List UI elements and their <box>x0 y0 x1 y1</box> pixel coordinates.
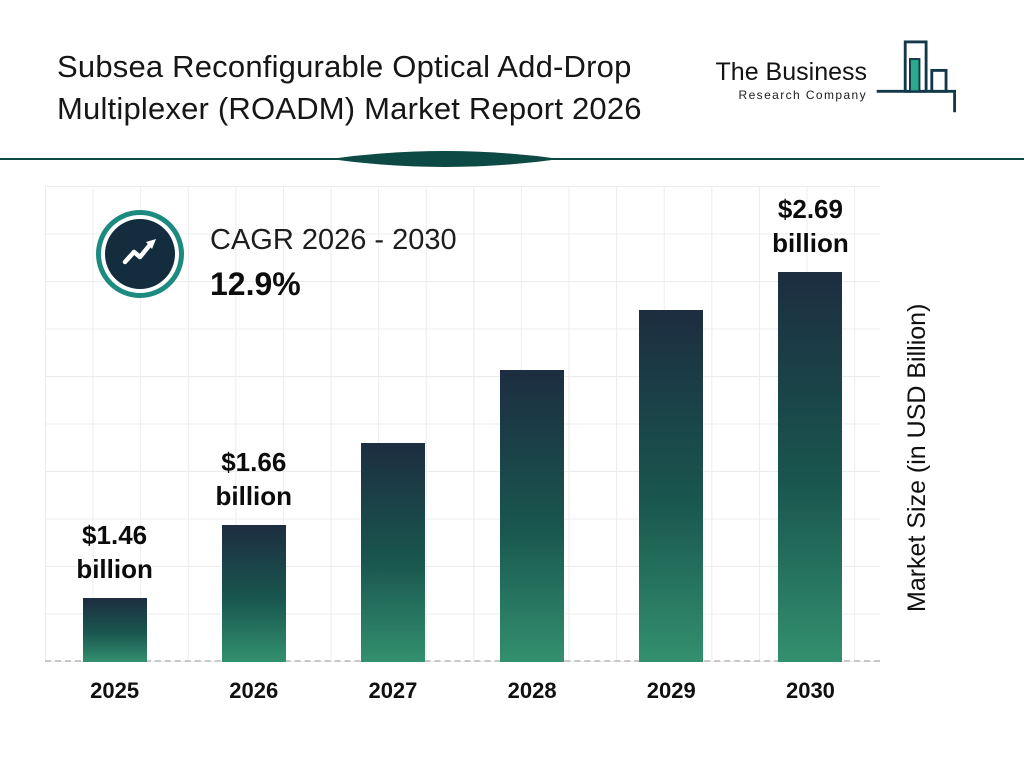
cagr-badge <box>96 210 184 298</box>
bar-2028 <box>500 370 565 662</box>
company-subtitle: Research Company <box>738 87 867 102</box>
chart-baseline-dashed <box>45 660 880 662</box>
bar-2029 <box>639 310 704 662</box>
bar-2026 <box>221 525 286 662</box>
trend-up-arrow-icon <box>118 234 162 275</box>
x-tick-2030: 2030 <box>785 678 835 703</box>
bar-value-label: $1.46 billion <box>76 520 153 584</box>
bar-2025 <box>82 598 147 662</box>
company-logo: The Business Research Company <box>716 38 966 123</box>
bar-slot <box>463 186 602 662</box>
x-tick-2027: 2027 <box>368 678 418 703</box>
x-axis: 2025 2026 2027 2028 2029 2030 <box>45 678 880 704</box>
x-tick-2025: 2025 <box>90 678 140 703</box>
company-name: The Business <box>715 58 867 87</box>
page-title: Subsea Reconfigurable Optical Add-Drop M… <box>57 46 642 130</box>
bar-slot <box>323 186 462 662</box>
bar-slot: $1.46 billion <box>45 186 184 662</box>
page-title-line1: Subsea Reconfigurable Optical Add-Drop <box>57 49 632 84</box>
chart-plot-area <box>45 186 880 662</box>
cagr-badge-circle <box>105 219 175 289</box>
company-logo-text: The Business Research Company <box>716 59 867 102</box>
bar-2030 <box>778 272 843 662</box>
x-tick-2026: 2026 <box>229 678 279 703</box>
x-tick-2028: 2028 <box>507 678 557 703</box>
cagr-label: CAGR 2026 - 2030 <box>210 224 457 256</box>
bars-row: $1.46 billion $1.66 billion $2.69 billion <box>45 186 880 662</box>
logo-bar-chart-icon <box>871 38 966 123</box>
bar-slot: $2.69 billion <box>741 186 880 662</box>
bar-2027 <box>360 443 425 662</box>
cagr-value: 12.9% <box>210 266 301 302</box>
page-title-line2: Multiplexer (ROADM) Market Report 2026 <box>57 90 642 126</box>
x-tick-2029: 2029 <box>646 678 696 703</box>
bar-value-label: $1.66 billion <box>215 447 293 511</box>
bar-slot: $1.66 billion <box>184 186 323 662</box>
bar-slot <box>602 186 741 662</box>
y-axis-label: Market Size (in USD Billion) <box>903 303 931 613</box>
bar-value-label: $2.69 billion <box>772 194 849 258</box>
divider-lens-ornament <box>330 151 560 167</box>
